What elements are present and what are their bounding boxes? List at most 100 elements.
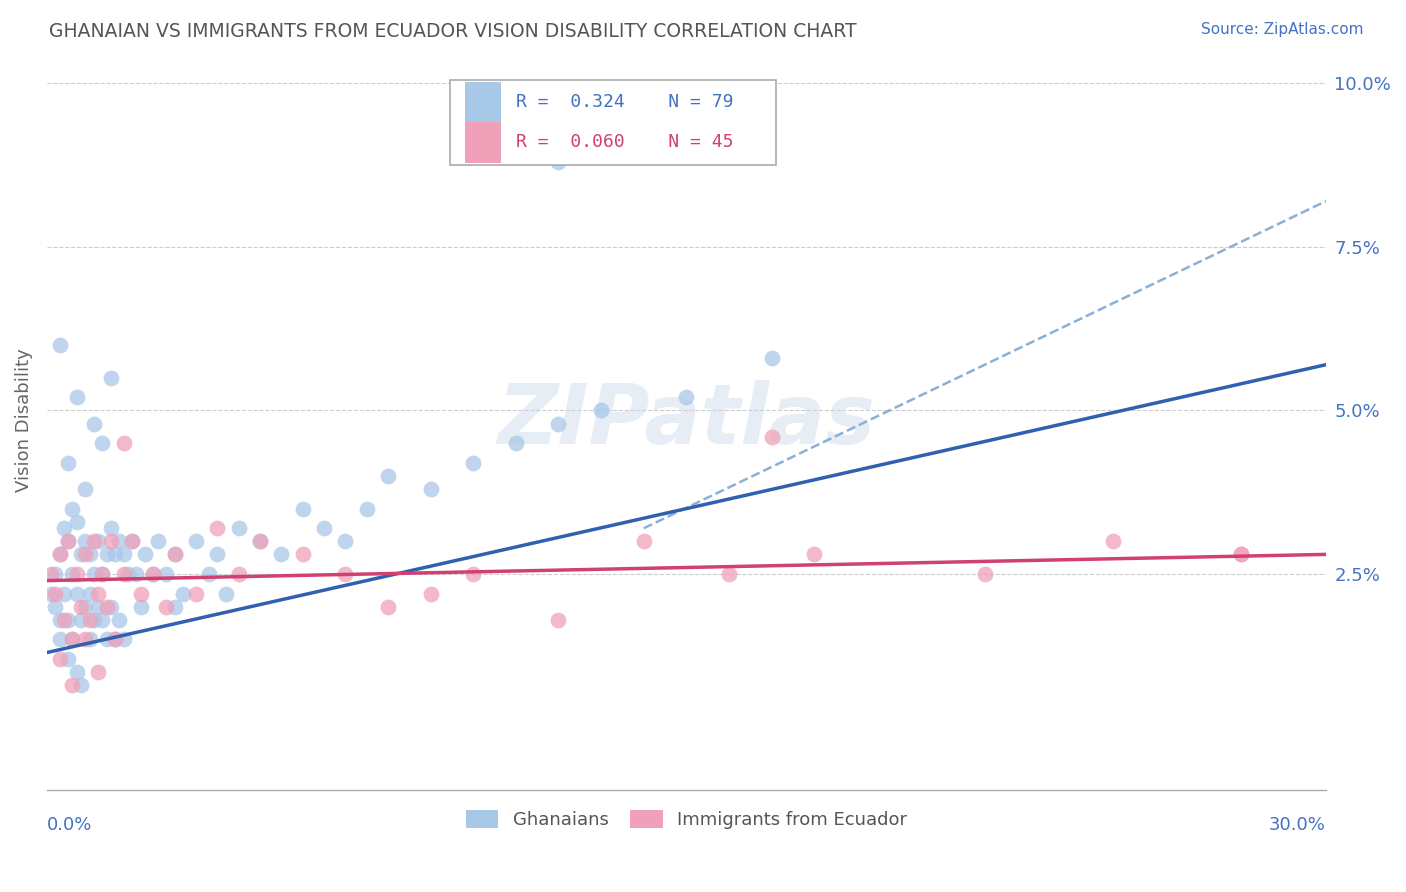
- Point: [91, 436, 114, 450]
- Point: [87, 587, 110, 601]
- Point: [58, 534, 80, 549]
- Point: [633, 534, 655, 549]
- Point: [146, 534, 169, 549]
- Point: [91, 567, 114, 582]
- Point: [79, 613, 101, 627]
- Point: [163, 548, 186, 562]
- Point: [104, 632, 127, 647]
- Point: [142, 567, 165, 582]
- Point: [198, 567, 221, 582]
- Point: [718, 567, 741, 582]
- Point: [104, 632, 127, 647]
- Point: [1101, 534, 1123, 549]
- Point: [112, 632, 135, 647]
- Point: [155, 567, 177, 582]
- Point: [62, 632, 84, 647]
- Point: [108, 613, 131, 627]
- Point: [100, 534, 122, 549]
- Point: [44, 567, 66, 582]
- Point: [215, 587, 238, 601]
- Point: [129, 587, 152, 601]
- Point: [66, 567, 89, 582]
- Point: [52, 521, 75, 535]
- Point: [87, 599, 110, 614]
- Point: [100, 599, 122, 614]
- Point: [91, 567, 114, 582]
- Point: [48, 548, 70, 562]
- Point: [112, 548, 135, 562]
- Point: [62, 567, 84, 582]
- Point: [44, 587, 66, 601]
- Point: [58, 534, 80, 549]
- Point: [163, 548, 186, 562]
- Point: [39, 587, 62, 601]
- Point: [66, 391, 89, 405]
- Text: 0.0%: 0.0%: [46, 816, 93, 834]
- Point: [62, 501, 84, 516]
- Point: [79, 548, 101, 562]
- Point: [100, 521, 122, 535]
- Point: [117, 567, 139, 582]
- Point: [163, 599, 186, 614]
- Point: [87, 534, 110, 549]
- Point: [121, 534, 143, 549]
- Point: [58, 456, 80, 470]
- Point: [48, 548, 70, 562]
- Point: [79, 587, 101, 601]
- Point: [547, 613, 569, 627]
- Point: [335, 567, 357, 582]
- Point: [62, 632, 84, 647]
- Point: [83, 567, 105, 582]
- Point: [104, 548, 127, 562]
- Point: [96, 599, 118, 614]
- Point: [547, 417, 569, 431]
- Point: [48, 613, 70, 627]
- Point: [142, 567, 165, 582]
- Text: Source: ZipAtlas.com: Source: ZipAtlas.com: [1201, 22, 1364, 37]
- Point: [1229, 548, 1251, 562]
- Point: [75, 482, 97, 496]
- Point: [155, 599, 177, 614]
- Point: [75, 534, 97, 549]
- Point: [184, 534, 207, 549]
- Point: [44, 599, 66, 614]
- Point: [91, 613, 114, 627]
- Text: R =  0.060    N = 45: R = 0.060 N = 45: [516, 133, 734, 152]
- Text: GHANAIAN VS IMMIGRANTS FROM ECUADOR VISION DISABILITY CORRELATION CHART: GHANAIAN VS IMMIGRANTS FROM ECUADOR VISI…: [49, 22, 856, 41]
- FancyBboxPatch shape: [450, 80, 776, 165]
- Point: [58, 613, 80, 627]
- Text: R =  0.324    N = 79: R = 0.324 N = 79: [516, 93, 734, 111]
- Point: [108, 534, 131, 549]
- Point: [973, 567, 995, 582]
- Point: [48, 338, 70, 352]
- Point: [377, 599, 399, 614]
- Point: [87, 665, 110, 680]
- Point: [291, 548, 314, 562]
- Point: [96, 548, 118, 562]
- Point: [62, 678, 84, 692]
- Point: [66, 587, 89, 601]
- Point: [419, 482, 441, 496]
- Point: [129, 599, 152, 614]
- Point: [207, 548, 229, 562]
- Point: [761, 351, 783, 366]
- Point: [463, 567, 485, 582]
- Point: [83, 417, 105, 431]
- Point: [249, 534, 271, 549]
- Point: [505, 436, 527, 450]
- Point: [79, 632, 101, 647]
- Point: [83, 534, 105, 549]
- Point: [52, 613, 75, 627]
- Point: [66, 515, 89, 529]
- Point: [463, 456, 485, 470]
- Point: [228, 521, 250, 535]
- Point: [75, 632, 97, 647]
- Point: [70, 599, 93, 614]
- Point: [48, 652, 70, 666]
- Point: [547, 154, 569, 169]
- Text: ZIPatlas: ZIPatlas: [498, 380, 876, 461]
- Point: [39, 567, 62, 582]
- Point: [112, 436, 135, 450]
- Point: [70, 548, 93, 562]
- Point: [1229, 548, 1251, 562]
